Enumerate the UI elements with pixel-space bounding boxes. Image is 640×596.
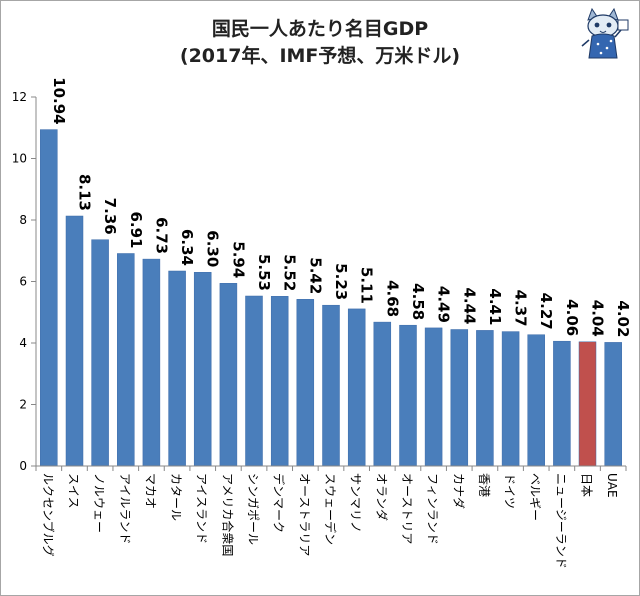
x-category-label: カタール: [169, 473, 183, 521]
bar-value-label: 6.30: [204, 230, 222, 267]
bar-value-label: 4.27: [537, 293, 555, 330]
bar: [424, 327, 443, 467]
x-category-label: オランダ: [374, 473, 389, 521]
bar-value-label: 5.23: [332, 263, 350, 300]
bar: [322, 304, 340, 467]
bar: [553, 340, 571, 467]
bar-value-label: 4.44: [460, 287, 478, 324]
x-category-label: スウェーデン: [323, 473, 338, 545]
mascot-logo: [581, 7, 629, 59]
bar: [296, 299, 315, 467]
bar: [219, 283, 238, 467]
bar: [578, 341, 597, 467]
x-category-label: ノルウェー: [92, 473, 106, 533]
bar-value-label: 6.73: [152, 217, 170, 254]
bar: [347, 308, 366, 467]
x-category-label: マカオ: [143, 473, 157, 509]
x-category-label: UAE: [605, 473, 619, 498]
bar: [245, 295, 263, 467]
bar-value-label: 10.94: [50, 77, 68, 124]
bar-value-label: 6.91: [127, 211, 145, 248]
x-category-label: アイルランド: [118, 473, 132, 544]
x-category-label: オーストリア: [400, 473, 414, 544]
bar: [168, 270, 186, 467]
x-category-label: 日本: [580, 473, 594, 497]
x-category-label: オーストラリア: [297, 473, 311, 556]
bar: [604, 342, 622, 467]
x-category-label: デンマーク: [272, 473, 287, 533]
bar-value-label: 4.68: [383, 280, 401, 317]
x-category-label: シンガポール: [246, 473, 260, 545]
x-category-label: フィンランド: [426, 473, 440, 545]
x-category-label: ドイツ: [503, 473, 517, 509]
x-category-label: アイスランド: [195, 473, 209, 544]
bar: [117, 253, 135, 467]
bar: [476, 330, 494, 467]
chart-title-line-2: (2017年、IMF予想、万米ドル): [179, 45, 461, 67]
bar: [399, 324, 417, 467]
bar: [91, 239, 109, 467]
bar: [373, 321, 392, 467]
bar-value-label: 5.53: [255, 254, 273, 291]
bar: [40, 129, 58, 467]
x-category-label: サンマリノ: [349, 473, 363, 533]
bar-value-label: 7.36: [101, 198, 119, 235]
bar-value-label: 5.11: [358, 267, 376, 304]
x-category-label: カナダ: [451, 473, 466, 509]
y-tick-label: 8: [19, 213, 27, 227]
bar-value-label: 4.06: [563, 299, 581, 336]
x-category-label: ルクセンブルグ: [41, 473, 56, 557]
bar-value-label: 5.42: [306, 257, 324, 294]
bar: [450, 329, 469, 467]
y-tick-label: 4: [19, 336, 27, 350]
bar-value-label: 4.02: [614, 300, 632, 337]
x-category-label: ニュージーランド: [554, 473, 568, 569]
y-tick-label: 2: [19, 398, 27, 412]
bar-value-label: 4.41: [486, 288, 504, 325]
bar-value-label: 8.13: [76, 174, 94, 211]
bar: [501, 331, 520, 467]
y-tick-label: 10: [12, 152, 27, 166]
bar-value-label: 4.04: [589, 300, 607, 337]
bar-value-label: 4.58: [409, 283, 427, 320]
bar-value-label: 5.52: [281, 254, 299, 291]
y-tick-label: 12: [12, 90, 27, 104]
x-category-label: ベルギー: [528, 473, 542, 521]
bar: [270, 296, 289, 467]
bar-value-label: 6.34: [178, 229, 196, 266]
chart-title-line-1: 国民一人あたり名目GDP: [211, 18, 429, 40]
x-category-label: 香港: [477, 473, 491, 497]
bar-value-label: 5.94: [229, 241, 247, 278]
bar-value-label: 4.37: [512, 290, 530, 327]
bar: [65, 215, 84, 467]
x-category-label: アメリカ合衆国: [220, 473, 235, 556]
bar: [142, 258, 161, 467]
x-category-label: スイス: [67, 473, 81, 509]
chart-title: 国民一人あたり名目GDP (2017年、IMF予想、万米ドル): [0, 16, 640, 70]
bar: [527, 334, 545, 467]
bar-value-label: 4.49: [435, 286, 453, 323]
y-tick-label: 6: [19, 275, 27, 289]
y-tick-label: 0: [19, 459, 27, 473]
bar: [193, 272, 212, 467]
